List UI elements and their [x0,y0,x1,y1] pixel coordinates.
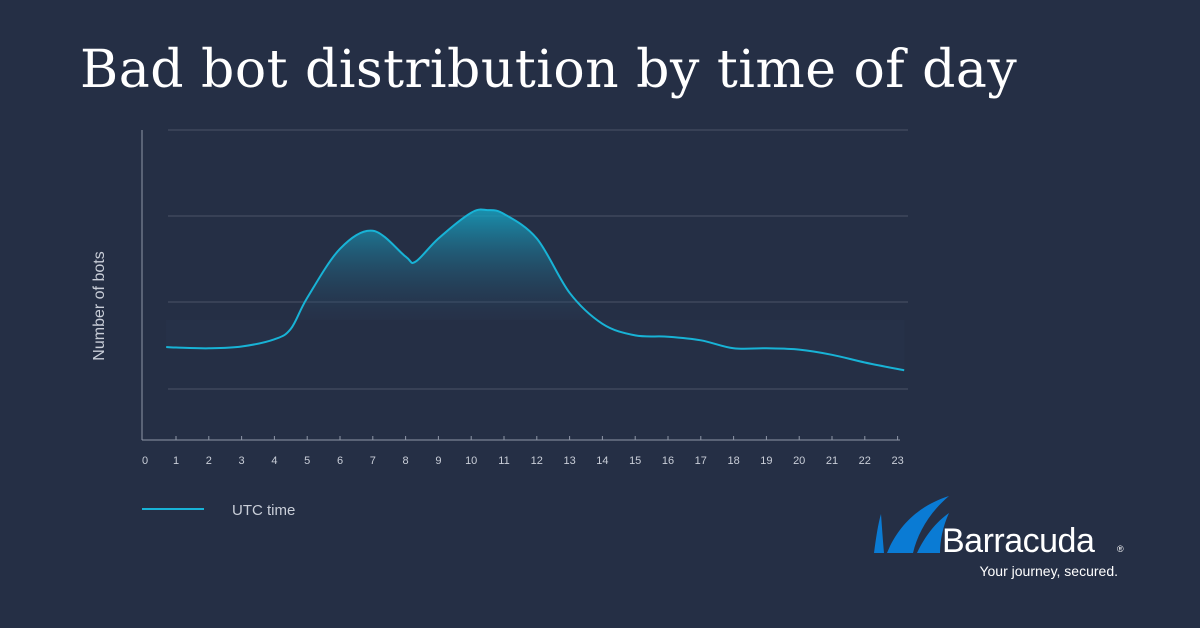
brand-tagline: Your journey, secured. [979,563,1118,579]
x-tick-label: 4 [271,455,277,467]
series-line-utc-time [166,208,905,372]
x-tick-label: 12 [531,455,543,467]
x-tick-label: 2 [206,455,212,467]
brand-name: Barracuda [942,522,1095,560]
line-layer [166,208,905,372]
x-tick-label: 13 [563,455,575,467]
legend: UTC time [142,502,295,519]
x-tick-label: 8 [403,455,409,467]
axes [141,130,900,441]
x-tick-label: 22 [859,455,871,467]
brand-logo: Barracuda ® Your journey, secured. [874,496,1124,579]
x-tick-label: 0 [142,455,148,467]
x-tick-label: 14 [596,455,608,467]
y-axis-label: Number of bots [91,251,108,360]
x-tick-label: 15 [629,455,641,467]
legend-label: UTC time [232,502,295,519]
x-tick-label: 17 [695,455,707,467]
x-tick-label: 3 [239,455,245,467]
series-area-fill [166,209,905,371]
x-tick-labels: 0 1 2 3 4 5 6 7 8 9 10 11 12 13 14 15 16 17 18 19 20 21 22 23 [142,436,904,467]
shark-fin-icon [874,496,949,553]
registered-mark: ® [1117,544,1124,554]
x-tick-label: 9 [435,455,441,467]
x-tick-label: 1 [173,455,179,467]
x-tick-label: 10 [465,455,477,467]
x-tick-label: 11 [498,455,509,467]
x-tick-label: 16 [662,455,674,467]
x-tick-label: 20 [793,455,805,467]
x-tick-label: 18 [727,455,739,467]
x-tick-label: 19 [760,455,772,467]
x-tick-label: 23 [891,455,903,467]
chart-title: Bad bot distribution by time of day [80,40,1018,100]
area-fill-layer [166,209,905,371]
x-tick-label: 7 [370,455,376,467]
x-tick-label: 5 [304,455,310,467]
x-tick-label: 6 [337,455,343,467]
x-tick-label: 21 [826,455,838,467]
